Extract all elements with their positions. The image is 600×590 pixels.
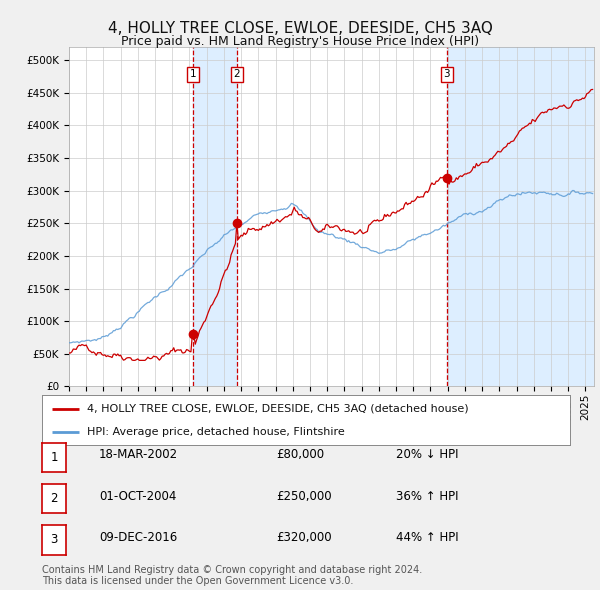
Text: HPI: Average price, detached house, Flintshire: HPI: Average price, detached house, Flin… (87, 427, 344, 437)
Text: 44% ↑ HPI: 44% ↑ HPI (396, 531, 458, 544)
Text: 3: 3 (443, 70, 450, 79)
Text: £320,000: £320,000 (276, 531, 332, 544)
Text: Price paid vs. HM Land Registry's House Price Index (HPI): Price paid vs. HM Land Registry's House … (121, 35, 479, 48)
Text: 20% ↓ HPI: 20% ↓ HPI (396, 448, 458, 461)
Text: £80,000: £80,000 (276, 448, 324, 461)
Bar (446, 47, 594, 386)
Text: 4, HOLLY TREE CLOSE, EWLOE, DEESIDE, CH5 3AQ (detached house): 4, HOLLY TREE CLOSE, EWLOE, DEESIDE, CH5… (87, 404, 469, 414)
Bar (193, 47, 237, 386)
Text: 4, HOLLY TREE CLOSE, EWLOE, DEESIDE, CH5 3AQ: 4, HOLLY TREE CLOSE, EWLOE, DEESIDE, CH5… (107, 21, 493, 35)
Text: £250,000: £250,000 (276, 490, 332, 503)
Text: 1: 1 (190, 70, 196, 79)
Text: 18-MAR-2002: 18-MAR-2002 (99, 448, 178, 461)
Text: 1: 1 (50, 451, 58, 464)
Text: 2: 2 (233, 70, 240, 79)
Text: Contains HM Land Registry data © Crown copyright and database right 2024.
This d: Contains HM Land Registry data © Crown c… (42, 565, 422, 586)
Text: 09-DEC-2016: 09-DEC-2016 (99, 531, 177, 544)
Text: 3: 3 (50, 533, 58, 546)
Text: 01-OCT-2004: 01-OCT-2004 (99, 490, 176, 503)
Text: 36% ↑ HPI: 36% ↑ HPI (396, 490, 458, 503)
Text: 2: 2 (50, 492, 58, 505)
